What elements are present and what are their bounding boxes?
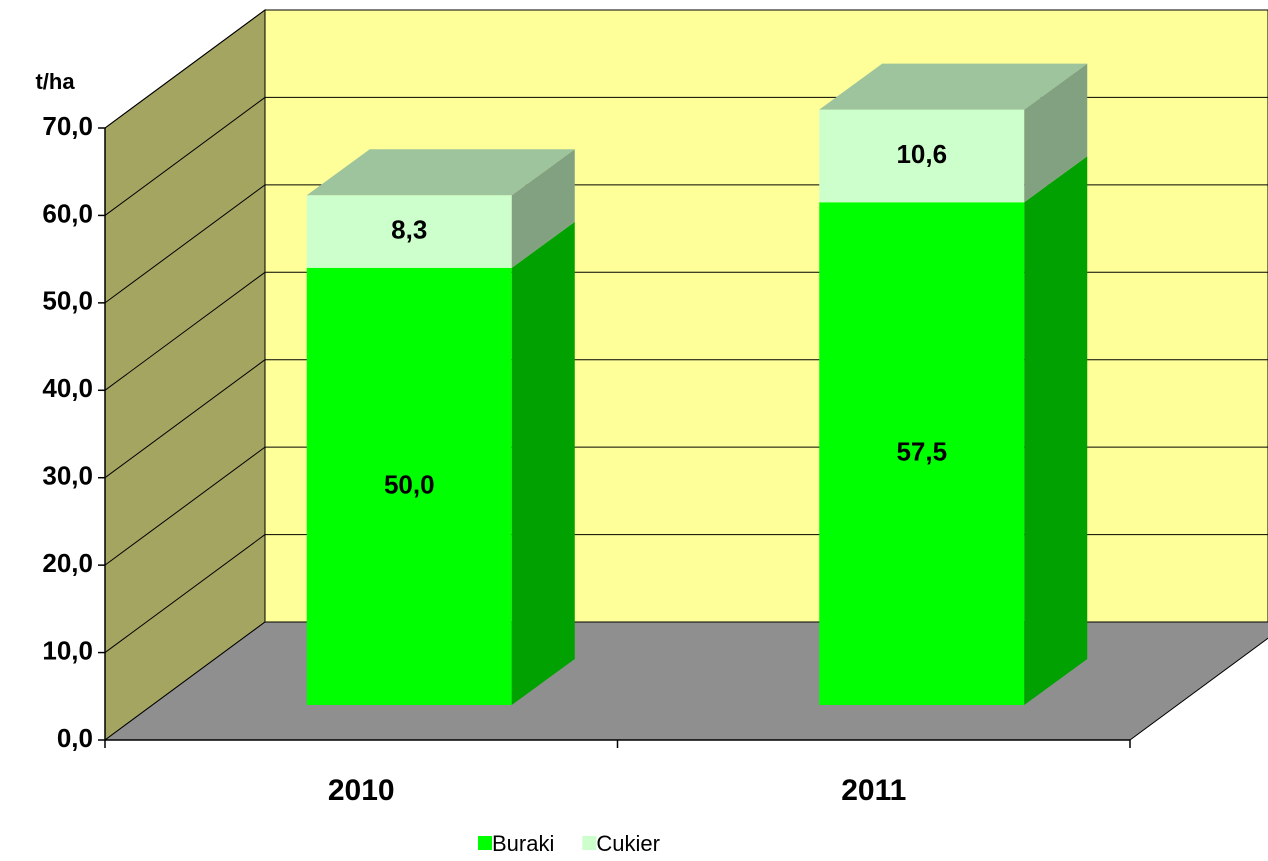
grid-line bbox=[104, 534, 266, 653]
data-label: 8,3 bbox=[391, 214, 427, 244]
bar-top bbox=[819, 63, 1088, 110]
y-axis-label: t/ha bbox=[35, 69, 75, 94]
floor bbox=[103, 621, 1268, 741]
y-tick-label: 10,0 bbox=[42, 635, 93, 665]
y-tick-label: 50,0 bbox=[42, 286, 93, 316]
bar-segment bbox=[306, 195, 512, 268]
legend-label: Cukier bbox=[596, 831, 660, 856]
bar-side bbox=[511, 149, 575, 268]
data-label: 10,6 bbox=[896, 139, 947, 169]
bar-segment bbox=[819, 109, 1025, 203]
y-tick-label: 70,0 bbox=[42, 111, 93, 141]
bar-side bbox=[1024, 156, 1088, 706]
data-label: 57,5 bbox=[896, 437, 947, 467]
side-wall bbox=[104, 9, 266, 741]
bars: 50,0 8,3 57,5 10,6 bbox=[306, 63, 1088, 706]
grid-line bbox=[104, 359, 266, 479]
y-tick-label: 0,0 bbox=[57, 723, 93, 753]
legend-swatch bbox=[478, 836, 492, 850]
x-tick-label: 2010 bbox=[328, 774, 395, 807]
data-label: 50,0 bbox=[384, 469, 435, 499]
bar-segment bbox=[819, 202, 1025, 706]
grid-line bbox=[104, 97, 266, 216]
y-tick-label: 60,0 bbox=[42, 198, 93, 228]
grid-line bbox=[104, 446, 266, 566]
bar-top bbox=[306, 149, 575, 196]
y-tick-label: 30,0 bbox=[42, 461, 93, 491]
legend-label: Buraki bbox=[492, 831, 554, 856]
bar-segment bbox=[306, 267, 512, 705]
x-tick-label: 2011 bbox=[841, 774, 906, 807]
grid-line bbox=[104, 184, 266, 304]
y-tick-label: 40,0 bbox=[42, 373, 93, 403]
bar-side bbox=[511, 221, 575, 705]
grid-line bbox=[104, 9, 266, 129]
legend-swatch bbox=[582, 836, 597, 850]
bar-side bbox=[1024, 63, 1088, 203]
grid-line bbox=[104, 271, 266, 391]
y-tick-label: 20,0 bbox=[42, 548, 93, 578]
